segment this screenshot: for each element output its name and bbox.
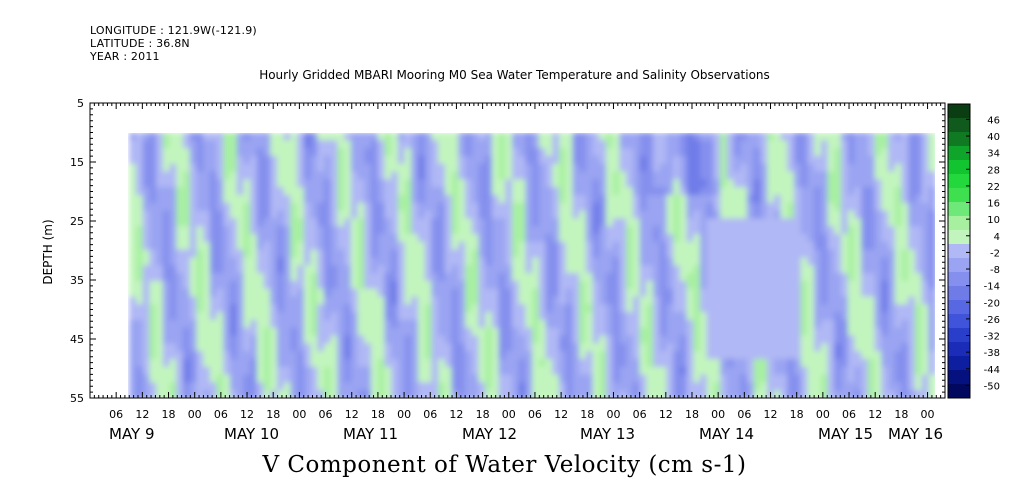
colorbar-swatch bbox=[948, 356, 970, 371]
x-tick-label: 18 bbox=[162, 408, 176, 421]
colorbar-swatch bbox=[948, 160, 970, 175]
x-tick-label: 12 bbox=[868, 408, 882, 421]
y-tick-label: 15 bbox=[70, 156, 84, 169]
x-tick-label: 18 bbox=[371, 408, 385, 421]
colorbar-swatch bbox=[948, 370, 970, 385]
x-tick-label: 00 bbox=[816, 408, 830, 421]
colorbar-swatch bbox=[948, 286, 970, 301]
colorbar-swatch bbox=[948, 202, 970, 217]
colorbar-label: -26 bbox=[984, 315, 1000, 326]
colorbar-label: 22 bbox=[987, 182, 1000, 193]
velocity-field bbox=[129, 133, 935, 398]
colorbar-label: -38 bbox=[984, 348, 1000, 359]
colorbar-swatch bbox=[948, 118, 970, 133]
colorbar-swatch bbox=[948, 230, 970, 245]
x-tick-label: 00 bbox=[606, 408, 620, 421]
colorbar-frame bbox=[947, 103, 971, 399]
colorbar-label: -44 bbox=[984, 365, 1000, 376]
x-tick-label: 18 bbox=[580, 408, 594, 421]
y-tick-label: 35 bbox=[70, 274, 84, 287]
colorbar-swatch bbox=[948, 328, 970, 343]
x-tick-label: 00 bbox=[921, 408, 935, 421]
chart-title: Hourly Gridded MBARI Mooring M0 Sea Wate… bbox=[259, 68, 770, 82]
colorbar-label: 34 bbox=[987, 149, 1000, 160]
x-tick-label: 18 bbox=[266, 408, 280, 421]
colorbar-label: 16 bbox=[987, 199, 1000, 210]
y-tick-label: 5 bbox=[77, 97, 84, 110]
colorbar-swatch bbox=[948, 272, 970, 287]
x-tick-label: 12 bbox=[659, 408, 673, 421]
x-tick-label: 06 bbox=[528, 408, 542, 421]
colorbar-label: 4 bbox=[994, 232, 1000, 243]
colorbar-swatch bbox=[948, 300, 970, 315]
colorbar-swatch bbox=[948, 258, 970, 273]
x-tick-label: 06 bbox=[423, 408, 437, 421]
colorbar-swatch bbox=[948, 188, 970, 203]
x-tick-label: 18 bbox=[476, 408, 490, 421]
colorbar-swatch bbox=[948, 314, 970, 329]
x-day-label: MAY 13 bbox=[580, 425, 635, 443]
x-day-label: MAY 12 bbox=[462, 425, 517, 443]
colorbar-label: -2 bbox=[990, 248, 1000, 259]
y-tick-label: 45 bbox=[70, 333, 84, 346]
x-tick-label: 12 bbox=[240, 408, 254, 421]
colorbar-label: 46 bbox=[987, 115, 1000, 126]
colorbar-label: -20 bbox=[984, 298, 1000, 309]
x-tick-label: 12 bbox=[554, 408, 568, 421]
x-tick-label: 06 bbox=[109, 408, 123, 421]
colorbar-swatch bbox=[948, 132, 970, 147]
colorbar-label: -14 bbox=[984, 282, 1000, 293]
y-tick-label: 55 bbox=[70, 392, 84, 405]
x-day-label: MAY 14 bbox=[699, 425, 754, 443]
x-tick-label: 18 bbox=[894, 408, 908, 421]
y-axis-label: DEPTH (m) bbox=[41, 219, 55, 284]
x-day-label: MAY 16 bbox=[888, 425, 943, 443]
colorbar-label: 10 bbox=[987, 215, 1000, 226]
colorbar-swatch bbox=[948, 342, 970, 357]
colorbar-swatch bbox=[948, 384, 970, 399]
colorbar-swatch bbox=[948, 244, 970, 259]
colorbar-swatch bbox=[948, 146, 970, 161]
x-tick-label: 06 bbox=[214, 408, 228, 421]
x-tick-label: 18 bbox=[790, 408, 804, 421]
x-tick-label: 00 bbox=[188, 408, 202, 421]
year-label: YEAR : 2011 bbox=[90, 50, 160, 63]
x-day-label: MAY 9 bbox=[109, 425, 155, 443]
x-tick-label: 12 bbox=[449, 408, 463, 421]
x-tick-label: 18 bbox=[685, 408, 699, 421]
x-tick-label: 00 bbox=[502, 408, 516, 421]
colorbar-swatch bbox=[948, 104, 970, 119]
colorbar-label: 40 bbox=[987, 132, 1000, 143]
latitude-label: LATITUDE : 36.8N bbox=[90, 37, 190, 50]
colorbar-label: -50 bbox=[984, 381, 1000, 392]
colorbar-swatch bbox=[948, 174, 970, 189]
x-tick-label: 06 bbox=[842, 408, 856, 421]
x-day-label: MAY 15 bbox=[818, 425, 873, 443]
x-tick-label: 00 bbox=[711, 408, 725, 421]
colorbar-label: -8 bbox=[990, 265, 1000, 276]
axis-ticks bbox=[89, 102, 946, 399]
y-tick-label: 25 bbox=[70, 215, 84, 228]
x-tick-label: 00 bbox=[397, 408, 411, 421]
x-tick-label: 12 bbox=[345, 408, 359, 421]
x-tick-label: 12 bbox=[764, 408, 778, 421]
x-tick-label: 06 bbox=[737, 408, 751, 421]
colorbar-swatch bbox=[948, 216, 970, 231]
colorbar-label: 28 bbox=[987, 165, 1000, 176]
x-tick-label: 06 bbox=[633, 408, 647, 421]
colorbar-title: V Component of Water Velocity (cm s-1) bbox=[262, 452, 747, 478]
longitude-label: LONGITUDE : 121.9W(-121.9) bbox=[90, 24, 257, 37]
x-day-label: MAY 11 bbox=[343, 425, 398, 443]
x-tick-label: 06 bbox=[319, 408, 333, 421]
x-tick-label: 00 bbox=[292, 408, 306, 421]
colorbar-label: -32 bbox=[984, 332, 1000, 343]
x-day-label: MAY 10 bbox=[224, 425, 279, 443]
x-tick-label: 12 bbox=[135, 408, 149, 421]
